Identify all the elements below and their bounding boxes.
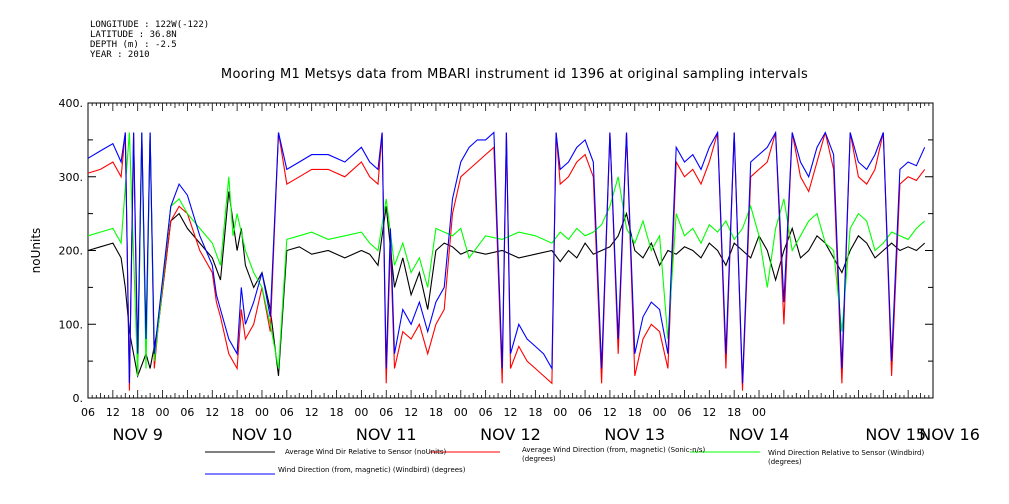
x-tick-label: 12 (305, 406, 319, 419)
y-tick-label: 400. (59, 97, 84, 110)
x-tick-label: 18 (330, 406, 344, 419)
y-tick-label: 0. (73, 392, 84, 405)
day-label: NOV 10 (232, 425, 293, 444)
series-line-1 (87, 191, 926, 378)
x-tick-label: 00 (653, 406, 667, 419)
series-line-3 (87, 132, 926, 376)
latitude-label: LATITUDE : 36.8N (90, 30, 177, 40)
x-tick-label: 06 (578, 406, 592, 419)
x-tick-label: 18 (230, 406, 244, 419)
x-tick-label: 12 (603, 406, 617, 419)
station-metadata: LONGITUDE : 122W(-122) LATITUDE : 36.8N … (90, 20, 209, 60)
chart-title: Mooring M1 Metsys data from MBARI instru… (220, 67, 809, 82)
y-tick-label: 300. (59, 171, 84, 184)
day-label: NOV 12 (480, 425, 541, 444)
x-tick-label: 00 (752, 406, 766, 419)
x-tick-label: 06 (81, 406, 95, 419)
x-tick-label: 18 (628, 406, 642, 419)
x-tick-label: 12 (404, 406, 418, 419)
x-tick-label: 06 (280, 406, 294, 419)
x-tick-label: 00 (553, 406, 567, 419)
x-tick-label: 06 (180, 406, 194, 419)
series-line-4 (87, 130, 926, 384)
x-tick-label: 00 (454, 406, 468, 419)
x-tick-label: 12 (205, 406, 219, 419)
x-tick-label: 18 (131, 406, 145, 419)
x-tick-label: 06 (677, 406, 691, 419)
legend-entry: Average Wind Direction (from, magnetic) … (522, 446, 706, 463)
x-tick-label: 00 (255, 406, 269, 419)
day-label: NOV 16 (919, 425, 980, 444)
day-label: NOV 15 (865, 425, 926, 444)
x-tick-label: 12 (504, 406, 518, 419)
x-tick-label: 18 (429, 406, 443, 419)
year-label: YEAR : 2010 (90, 50, 150, 60)
x-tick-label: 12 (702, 406, 716, 419)
longitude-label: LONGITUDE : 122W(-122) (90, 20, 210, 30)
day-label: NOV 11 (356, 425, 417, 444)
legend-entry: Average Wind Dir Relative to Sensor (noU… (285, 448, 447, 456)
y-tick-label: 100. (59, 318, 84, 331)
x-tick-label: 12 (106, 406, 120, 419)
day-label: NOV 9 (112, 425, 163, 444)
x-tick-label: 00 (354, 406, 368, 419)
x-tick-label: 06 (479, 406, 493, 419)
x-tick-label: 06 (379, 406, 393, 419)
day-label: NOV 13 (604, 425, 665, 444)
legend-entry: Wind Direction (from, magnetic) (Windbir… (278, 466, 466, 474)
depth-label: DEPTH (m) : -2.5 (90, 40, 177, 50)
x-tick-label: 00 (156, 406, 170, 419)
day-label: NOV 14 (729, 425, 790, 444)
y-tick-label: 200. (59, 245, 84, 258)
x-tick-label: 18 (727, 406, 741, 419)
x-tick-label: 18 (528, 406, 542, 419)
legend-entry: Wind Direction Relative to Sensor (Windb… (768, 449, 925, 466)
y-axis-label: noUnits (29, 228, 43, 274)
